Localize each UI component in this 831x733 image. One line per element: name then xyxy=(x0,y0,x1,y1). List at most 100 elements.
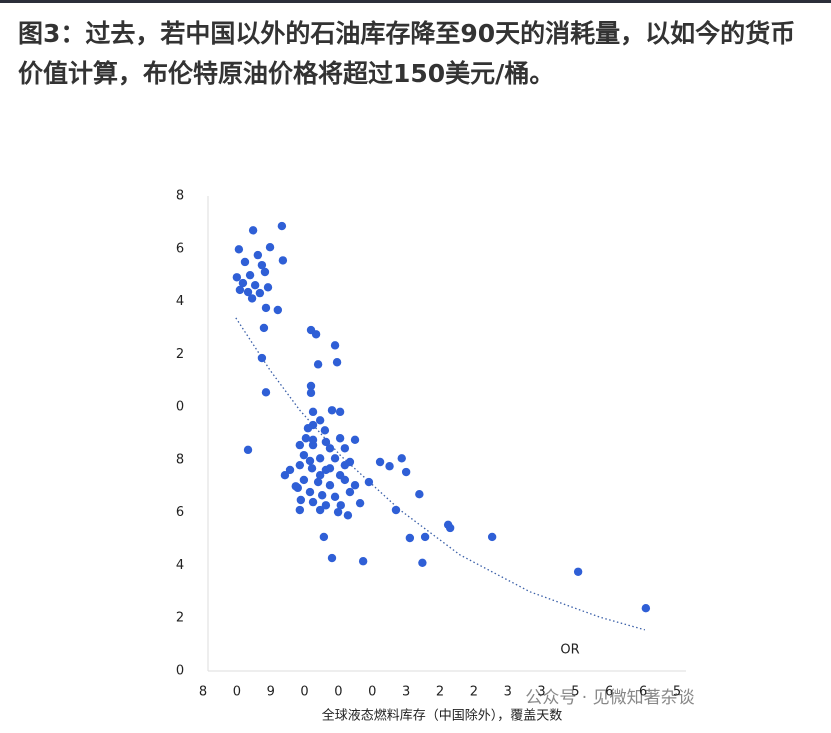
point xyxy=(253,250,263,260)
watermark: 公众号 · 见微知著杂谈 xyxy=(525,688,694,708)
x-tick-label: 3 xyxy=(537,685,545,700)
point xyxy=(263,283,273,292)
point xyxy=(243,287,253,297)
point xyxy=(296,495,306,505)
point xyxy=(245,270,255,280)
point xyxy=(327,553,337,563)
x-tick-label: 2 xyxy=(436,685,444,700)
point xyxy=(340,444,350,453)
point xyxy=(307,464,317,473)
point xyxy=(291,482,300,491)
y-tick-label: 2 xyxy=(176,611,184,626)
point xyxy=(397,454,406,463)
point xyxy=(335,434,345,443)
point xyxy=(243,445,253,455)
x-tick-label: 5 xyxy=(673,685,681,700)
x-tick-label: 0 xyxy=(300,685,308,700)
point xyxy=(317,491,327,500)
point xyxy=(364,477,374,487)
x-tick-label: 6 xyxy=(605,685,613,700)
point xyxy=(250,280,260,290)
point xyxy=(295,460,305,470)
y-tick-label: 8 xyxy=(176,452,184,467)
point xyxy=(335,407,345,417)
point xyxy=(265,242,275,252)
y-tick-label: 6 xyxy=(176,505,184,520)
point xyxy=(308,497,318,507)
point xyxy=(285,465,295,475)
point xyxy=(487,532,497,542)
point xyxy=(418,558,427,568)
point xyxy=(305,487,315,497)
point xyxy=(345,487,355,497)
x-tick-label: 5 xyxy=(571,685,579,700)
point xyxy=(320,426,330,435)
point xyxy=(340,475,350,485)
point xyxy=(278,256,288,265)
point xyxy=(299,475,309,485)
point xyxy=(260,267,270,277)
point xyxy=(336,501,345,510)
point xyxy=(325,481,335,490)
point xyxy=(248,226,258,235)
x-tick-label: 3 xyxy=(504,685,512,700)
point xyxy=(330,454,340,463)
x-tick-label: 2 xyxy=(470,685,478,700)
point xyxy=(313,477,323,487)
point xyxy=(261,303,271,313)
point xyxy=(280,470,290,480)
point xyxy=(313,360,323,369)
point xyxy=(247,294,257,303)
point xyxy=(321,501,331,510)
point xyxy=(255,288,265,298)
point xyxy=(311,330,321,339)
point xyxy=(391,505,401,515)
point xyxy=(420,532,430,542)
point xyxy=(325,444,335,453)
x-tick-label: 0 xyxy=(334,685,342,700)
point xyxy=(340,460,350,470)
point xyxy=(350,435,360,445)
point xyxy=(234,245,244,254)
point xyxy=(327,406,337,415)
point xyxy=(415,489,424,499)
chart-title: 图3：过去，若中国以外的石油库存降至90天的消耗量，以如今的货币价值计算，布伦特… xyxy=(18,19,796,88)
y-tick-label: 4 xyxy=(176,558,184,573)
x-tick-label: 6 xyxy=(639,685,647,700)
point xyxy=(355,498,365,508)
point xyxy=(257,353,267,363)
point xyxy=(235,285,245,295)
point xyxy=(350,481,360,490)
point xyxy=(325,464,335,473)
y-tick-label: 4 xyxy=(176,294,184,309)
point xyxy=(405,533,415,543)
x-tick-label: 0 xyxy=(368,685,376,700)
point xyxy=(321,437,331,447)
point xyxy=(299,450,309,460)
x-axis-label: 全球液态燃料库存（中国除外），覆盖天数 xyxy=(322,708,563,724)
point xyxy=(315,470,325,480)
y-tick-label: 6 xyxy=(176,241,184,256)
y-tick-label: 0 xyxy=(176,664,184,679)
point xyxy=(308,407,318,417)
point xyxy=(259,323,269,333)
point xyxy=(445,523,455,533)
point xyxy=(305,456,315,466)
point xyxy=(332,358,342,367)
point xyxy=(238,278,248,288)
point xyxy=(295,505,305,515)
point xyxy=(240,257,250,267)
top-bar xyxy=(0,0,831,3)
point xyxy=(330,341,340,350)
point xyxy=(301,434,311,443)
point xyxy=(315,416,325,425)
point xyxy=(401,467,411,477)
point xyxy=(315,454,325,463)
point xyxy=(295,440,305,450)
point xyxy=(333,507,343,517)
x-tick-label: 0 xyxy=(233,685,241,700)
point xyxy=(343,511,353,520)
point xyxy=(257,260,267,270)
point xyxy=(375,457,385,467)
